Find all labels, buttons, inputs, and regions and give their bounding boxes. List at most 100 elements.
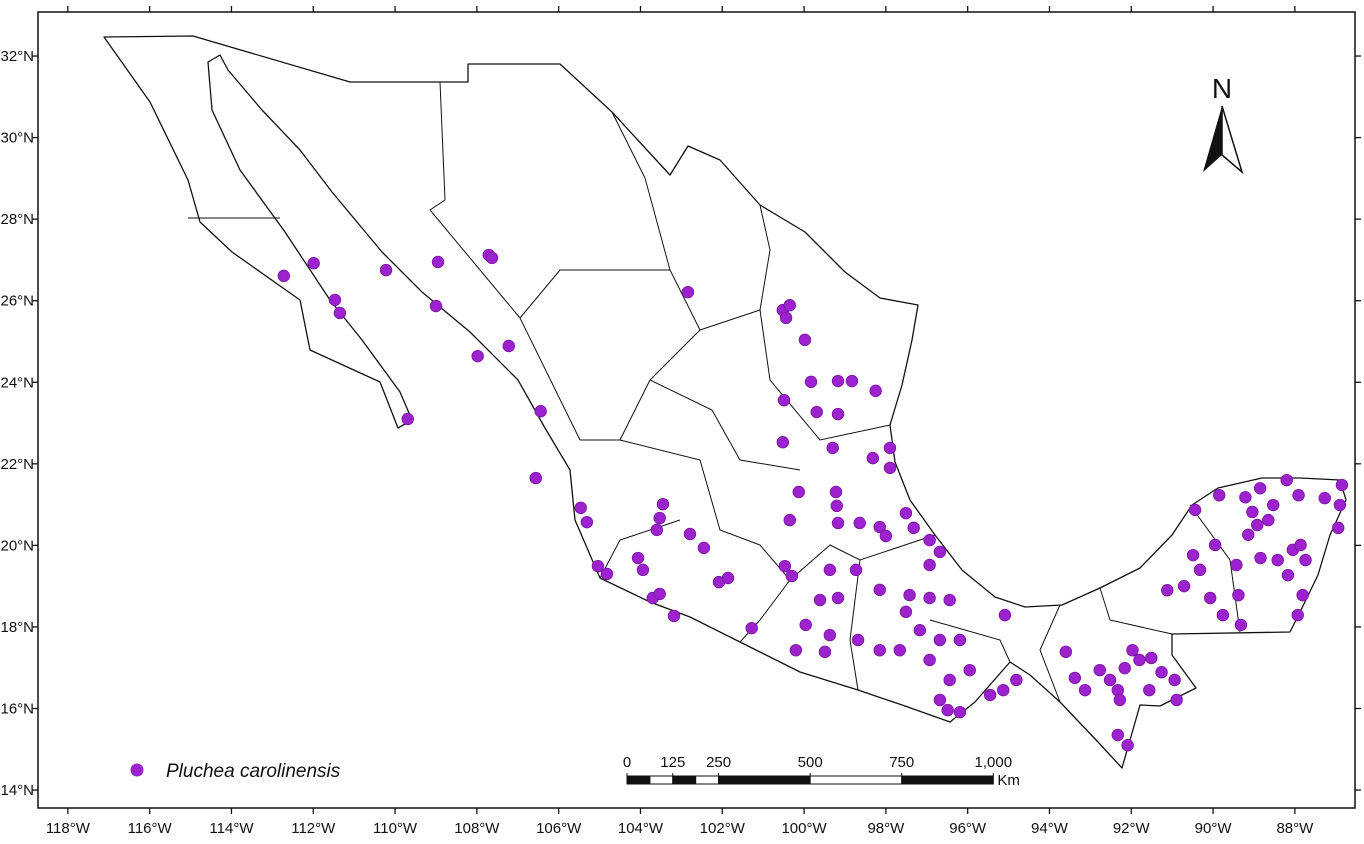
occurrence-point [851, 633, 865, 647]
occurrence-point [1126, 643, 1139, 657]
occurrence-point [667, 609, 681, 623]
occurrence-point [307, 256, 320, 270]
occurrence-point [656, 497, 670, 511]
occurrence-point [1253, 482, 1267, 495]
occurrence-point [1059, 645, 1073, 659]
occurrence-point [600, 567, 614, 581]
occurrence-point [1318, 491, 1331, 505]
y-tick-label: 28°N [0, 211, 34, 228]
x-tick-label: 110°W [373, 820, 418, 837]
occurrence-point [1232, 588, 1245, 602]
occurrence-point [953, 633, 967, 647]
occurrence-point [721, 571, 735, 585]
occurrence-point [943, 593, 956, 607]
occurrence-point [1242, 528, 1255, 541]
occurrence-point [923, 558, 936, 572]
state-borders [188, 81, 1241, 703]
x-tick-label: 104°W [618, 820, 664, 837]
occurrence-point [883, 441, 897, 455]
occurrence-point [1291, 608, 1304, 622]
y-tick-label: 26°N [0, 293, 34, 310]
occurrence-point [783, 513, 796, 527]
occurrence-point [1239, 491, 1252, 504]
occurrence-point [650, 523, 664, 537]
occurrence-point [681, 285, 695, 299]
x-tick-label: 98°W [867, 820, 905, 837]
occurrence-point [1155, 666, 1168, 679]
scale-label: 750 [889, 754, 914, 771]
legend: Pluchea carolinensis [130, 761, 341, 782]
x-tick-label: 106°W [536, 820, 582, 837]
y-tick-label: 24°N [0, 374, 34, 391]
plot-layer: 118°W 116°W 114°W 112°W 110°W 108°W 106°W 104°W… [0, 6, 1361, 837]
scale-label: 500 [798, 754, 823, 771]
scale-segment [626, 775, 651, 785]
occurrence-point [1145, 651, 1158, 665]
occurrence-point [849, 563, 863, 577]
occurrence-point [1246, 505, 1259, 519]
occurrence-point [873, 520, 886, 534]
y-tick-label: 14°N [0, 782, 34, 799]
occurrence-point [879, 529, 893, 543]
occurrence-point [873, 583, 886, 597]
occurrence-point [953, 705, 967, 719]
y-tick-label: 30°N [0, 130, 34, 147]
scale-segment [695, 775, 720, 785]
occurrence-point [831, 591, 845, 605]
x-tick-label: 100°W [781, 820, 827, 837]
x-tick-label: 118°W [46, 820, 91, 837]
occurrence-point [785, 569, 798, 583]
occurrence-point [792, 485, 805, 499]
occurrence-point [1010, 673, 1023, 687]
occurrence-point [830, 499, 843, 513]
occurrence-point [1121, 739, 1134, 752]
occurrence-point [1251, 518, 1264, 532]
occurrence-point [997, 683, 1010, 697]
occurrence-point [907, 521, 920, 535]
north-label: N [1212, 73, 1232, 104]
occurrence-point [1177, 579, 1191, 593]
scale-segment [718, 775, 811, 785]
y-tick-label: 16°N [0, 701, 34, 718]
north-arrow-left [1203, 106, 1222, 172]
occurrence-point [1188, 503, 1202, 517]
occurrence-point [923, 591, 936, 605]
occurrence-point [1230, 558, 1243, 572]
occurrence-point [943, 673, 956, 687]
occurrence-point [983, 688, 997, 702]
occurrence-point [1078, 683, 1092, 697]
map-frame [37, 11, 1356, 809]
occurrence-point [831, 374, 845, 388]
occurrence-point [529, 471, 542, 485]
occurrence-point [779, 311, 793, 325]
occurrence-point [893, 643, 906, 657]
occurrence-point [1254, 551, 1267, 565]
occurrence-point [653, 587, 666, 601]
occurrence-point [431, 255, 445, 269]
occurrence-point [1143, 683, 1156, 697]
y-tick-label: 22°N [0, 456, 34, 473]
occurrence-point [1299, 553, 1312, 567]
occurrence-point [933, 633, 947, 647]
occurrence-point [883, 461, 897, 475]
occurrence-point [923, 533, 936, 547]
occurrence-point [1281, 568, 1295, 582]
occurrence-point [683, 527, 697, 541]
occurrence-point [899, 506, 913, 520]
occurrence-point [1118, 661, 1131, 675]
occurrence-point [1332, 521, 1345, 535]
occurrence-point [853, 516, 866, 530]
occurrence-point [776, 436, 790, 449]
occurrence-point [1186, 548, 1200, 562]
scale-label: 0 [623, 754, 631, 771]
scale-unit: Km [997, 772, 1020, 789]
scale-segment [901, 775, 994, 785]
scale-label: 250 [706, 754, 731, 771]
x-tick-label: 112°W [291, 820, 336, 837]
occurrence-point [502, 339, 515, 353]
x-tick-label: 108°W [454, 820, 500, 837]
occurrence-point [1262, 513, 1275, 527]
x-tick-label: 88°W [1276, 820, 1314, 837]
occurrence-point [1068, 671, 1082, 685]
